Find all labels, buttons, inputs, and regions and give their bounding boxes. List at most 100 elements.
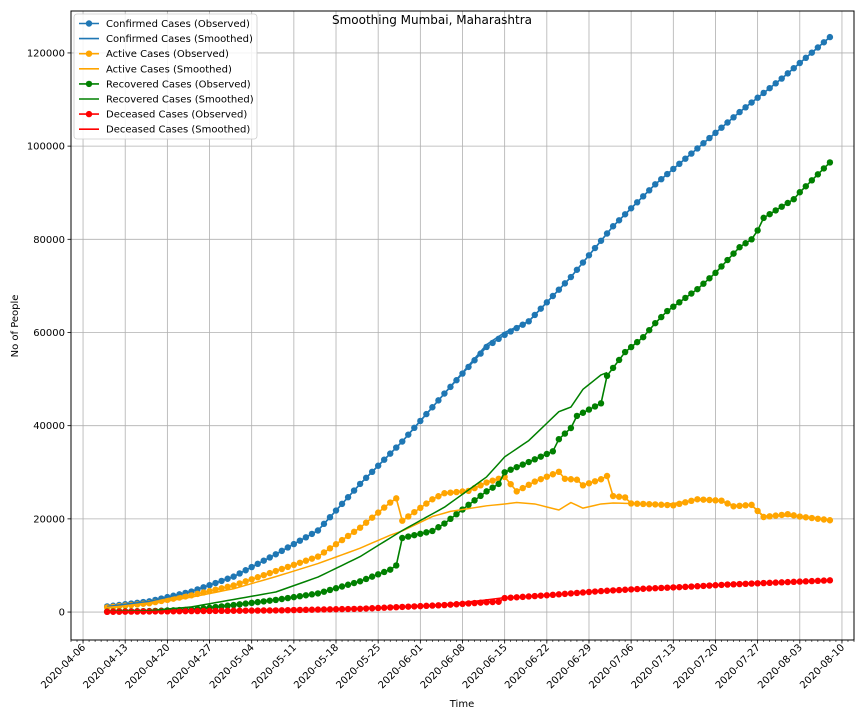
data-point xyxy=(302,557,310,564)
data-point xyxy=(646,585,653,592)
data-point xyxy=(218,585,225,592)
data-point xyxy=(814,577,822,585)
data-point xyxy=(555,435,563,443)
data-point xyxy=(609,364,617,372)
data-point xyxy=(531,478,538,485)
data-point xyxy=(465,501,472,509)
data-point xyxy=(778,203,785,210)
data-point xyxy=(676,583,683,591)
data-point xyxy=(356,524,364,531)
data-point xyxy=(537,592,544,599)
data-point xyxy=(495,598,502,605)
data-point xyxy=(483,479,490,486)
data-point xyxy=(242,600,249,607)
legend-label: Active Cases (Smoothed) xyxy=(106,64,232,75)
data-point xyxy=(621,586,629,593)
data-point xyxy=(362,519,370,526)
data-point xyxy=(519,593,526,601)
y-tick-label: 120000 xyxy=(27,48,65,59)
data-point xyxy=(368,573,376,580)
legend-item: Confirmed Cases (Observed) xyxy=(79,19,250,30)
legend-item: Active Cases (Smoothed) xyxy=(79,64,232,75)
legend-label: Active Cases (Observed) xyxy=(106,49,229,60)
data-point xyxy=(447,515,454,523)
data-point xyxy=(308,591,316,598)
data-point xyxy=(266,597,273,604)
data-point xyxy=(748,580,755,587)
data-point xyxy=(591,403,599,410)
data-point xyxy=(272,567,279,575)
data-point xyxy=(543,592,551,599)
data-point xyxy=(519,461,526,468)
data-point xyxy=(435,524,442,531)
data-point xyxy=(332,541,340,548)
data-point xyxy=(603,372,611,380)
data-point xyxy=(441,520,448,527)
data-point xyxy=(736,244,743,251)
data-point xyxy=(453,488,460,496)
data-point xyxy=(471,497,478,504)
data-point xyxy=(423,529,430,536)
data-point xyxy=(368,514,376,521)
data-point xyxy=(230,601,237,609)
data-point xyxy=(338,536,346,544)
data-point xyxy=(393,562,400,569)
data-point xyxy=(585,480,593,487)
data-point xyxy=(399,534,406,542)
legend-item: Active Cases (Observed) xyxy=(79,49,229,60)
data-point xyxy=(248,599,255,607)
data-point xyxy=(567,424,575,432)
data-point xyxy=(290,561,298,569)
series-confirmed-cases-smoothed xyxy=(107,36,831,608)
data-point xyxy=(573,589,581,597)
data-point xyxy=(609,587,617,594)
data-point xyxy=(603,472,611,480)
y-tick-label: 0 xyxy=(59,608,65,619)
data-point xyxy=(296,593,304,600)
data-point xyxy=(525,458,532,466)
data-point xyxy=(507,594,514,601)
data-point xyxy=(254,598,261,606)
data-point xyxy=(519,484,526,492)
data-point xyxy=(712,582,719,589)
data-point xyxy=(784,578,791,586)
data-point xyxy=(766,579,773,587)
data-point xyxy=(320,588,328,595)
data-point xyxy=(489,484,496,491)
data-point xyxy=(615,586,623,594)
data-point xyxy=(561,430,569,437)
data-point xyxy=(284,594,292,602)
data-point xyxy=(664,307,671,315)
data-point xyxy=(489,477,496,484)
data-point xyxy=(429,527,436,535)
data-point xyxy=(754,227,761,234)
data-point xyxy=(374,571,382,578)
data-point xyxy=(399,517,406,524)
data-point xyxy=(236,601,243,608)
data-point xyxy=(670,303,677,310)
data-point xyxy=(278,565,286,573)
data-point xyxy=(760,579,767,587)
data-point xyxy=(513,488,520,495)
data-point xyxy=(308,555,316,562)
legend-item: Confirmed Cases (Smoothed) xyxy=(79,34,253,45)
data-point xyxy=(374,509,382,516)
data-point xyxy=(453,601,460,608)
data-point xyxy=(652,319,659,327)
data-point xyxy=(718,263,725,270)
data-point xyxy=(326,586,334,594)
legend-item: Recovered Cases (Observed) xyxy=(79,79,251,90)
data-point xyxy=(585,588,593,596)
data-point xyxy=(320,549,328,556)
data-point xyxy=(471,357,478,364)
data-point xyxy=(790,196,797,203)
legend-swatch-marker xyxy=(85,50,93,57)
data-point xyxy=(676,299,683,306)
x-axis-title: Time xyxy=(449,699,474,710)
legend-label: Confirmed Cases (Smoothed) xyxy=(106,34,253,45)
legend-swatch-marker xyxy=(85,20,93,27)
data-point xyxy=(778,511,785,519)
data-point xyxy=(549,448,557,455)
